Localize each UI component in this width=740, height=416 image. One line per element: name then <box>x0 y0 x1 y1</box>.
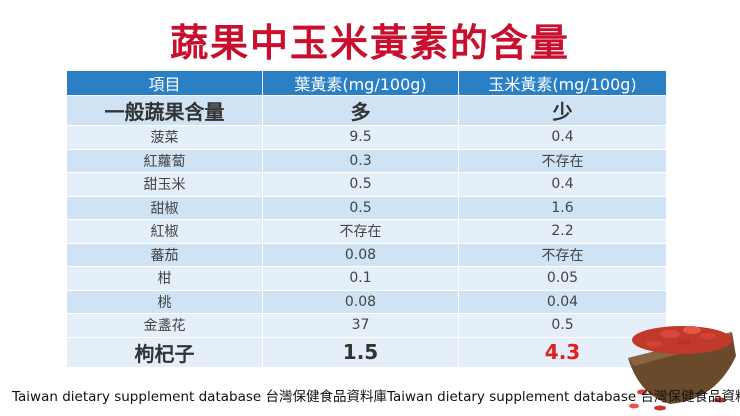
table-row: 菠菜 9.5 0.4 <box>66 125 667 150</box>
zeaxanthin-value: 0.05 <box>458 266 667 291</box>
header-lutein: 葉黃素(mg/100g) <box>262 70 459 96</box>
table-row: 甜玉米 0.5 0.4 <box>66 172 667 197</box>
table-row: 金盞花 37 0.5 <box>66 313 667 338</box>
row-label: 桃 <box>66 289 263 314</box>
row-label: 枸杞子 <box>66 336 263 368</box>
nutrient-table-container: 項目 葉黃素(mg/100g) 玉米黃素(mg/100g) 一般蔬果含量 多 少… <box>66 70 667 368</box>
nutrient-table: 項目 葉黃素(mg/100g) 玉米黃素(mg/100g) 一般蔬果含量 多 少… <box>66 70 667 368</box>
lutein-value: 多 <box>262 95 459 126</box>
lutein-value: 0.1 <box>262 266 459 291</box>
row-label: 紅蘿蔔 <box>66 148 263 173</box>
zeaxanthin-value: 不存在 <box>458 242 667 267</box>
zeaxanthin-value: 0.4 <box>458 172 667 197</box>
header-zeaxanthin: 玉米黃素(mg/100g) <box>458 70 667 96</box>
zeaxanthin-value: 1.6 <box>458 195 667 220</box>
table-row: 紅蘿蔔 0.3 不存在 <box>66 148 667 173</box>
row-label: 菠菜 <box>66 125 263 150</box>
lutein-value: 不存在 <box>262 219 459 244</box>
lutein-value: 0.5 <box>262 172 459 197</box>
zeaxanthin-value: 少 <box>458 95 667 126</box>
table-row: 紅椒 不存在 2.2 <box>66 219 667 244</box>
table-row: 一般蔬果含量 多 少 <box>66 95 667 126</box>
lutein-value: 9.5 <box>262 125 459 150</box>
table-row: 蕃茄 0.08 不存在 <box>66 242 667 267</box>
header-item: 項目 <box>66 70 263 96</box>
lutein-value: 0.3 <box>262 148 459 173</box>
zeaxanthin-value: 0.04 <box>458 289 667 314</box>
zeaxanthin-value: 0.4 <box>458 125 667 150</box>
lutein-value: 1.5 <box>262 336 459 368</box>
zeaxanthin-value: 不存在 <box>458 148 667 173</box>
table-row: 桃 0.08 0.04 <box>66 289 667 314</box>
lutein-value: 0.08 <box>262 289 459 314</box>
lutein-value: 0.5 <box>262 195 459 220</box>
row-label: 紅椒 <box>66 219 263 244</box>
row-label: 甜玉米 <box>66 172 263 197</box>
table-row-highlight: 枸杞子 1.5 4.3 <box>66 336 667 368</box>
zeaxanthin-value: 2.2 <box>458 219 667 244</box>
table-row: 柑 0.1 0.05 <box>66 266 667 291</box>
row-label: 金盞花 <box>66 313 263 338</box>
row-label: 一般蔬果含量 <box>66 95 263 126</box>
goji-berries-bowl-icon <box>628 326 736 411</box>
row-label: 柑 <box>66 266 263 291</box>
lutein-value: 37 <box>262 313 459 338</box>
table-header-row: 項目 葉黃素(mg/100g) 玉米黃素(mg/100g) <box>66 70 667 96</box>
row-label: 甜椒 <box>66 195 263 220</box>
row-label: 蕃茄 <box>66 242 263 267</box>
source-caption: Taiwan dietary supplement database 台灣保健食… <box>12 389 740 405</box>
page-title: 蔬果中玉米黃素的含量 <box>169 21 570 65</box>
table-row: 甜椒 0.5 1.6 <box>66 195 667 220</box>
lutein-value: 0.08 <box>262 242 459 267</box>
